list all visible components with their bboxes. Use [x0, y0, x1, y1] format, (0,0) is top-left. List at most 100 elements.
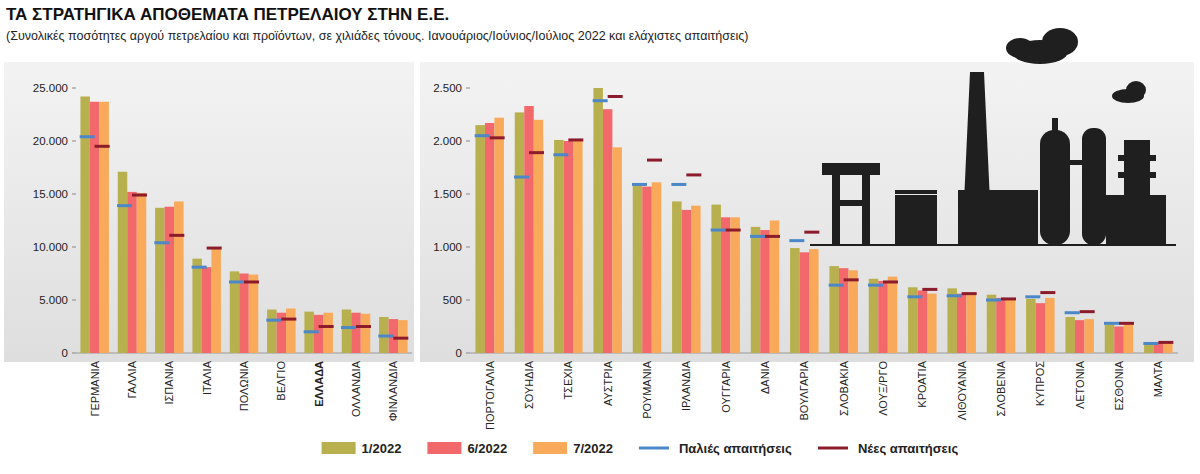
requirement-marker — [947, 294, 962, 297]
panel-background — [4, 62, 414, 362]
bar — [888, 277, 898, 353]
category-label: ΛΟΥΞ/ΡΓΟ — [877, 361, 889, 416]
bar — [351, 313, 361, 353]
category-label: ΚΥΠΡΟΣ — [1034, 361, 1046, 407]
legend-label: Παλιές απαιτήσεις — [679, 441, 792, 456]
category-label: ΡΟΥΜΑΝΙΑ — [641, 360, 653, 418]
bar — [80, 96, 90, 353]
y-tick-label: 10.000 — [33, 241, 68, 253]
bar — [192, 259, 202, 353]
category-label: ΙΣΠΑΝΙΑ — [163, 360, 175, 404]
y-tick — [72, 88, 76, 89]
y-tick — [72, 247, 76, 248]
y-tick — [72, 300, 76, 301]
category-label: ΣΛΟΒΕΝΙΑ — [995, 360, 1007, 416]
category-label: ΣΛΟΒΑΚΙΑ — [838, 360, 850, 416]
y-tick-label: 2.500 — [433, 82, 462, 94]
structure — [840, 200, 862, 206]
requirement-marker — [304, 330, 319, 333]
bar — [652, 182, 662, 353]
requirement-marker — [647, 159, 662, 162]
bar — [573, 140, 583, 353]
requirement-marker — [229, 280, 244, 283]
tower — [1040, 130, 1070, 245]
requirement-marker — [281, 318, 296, 321]
bar — [711, 205, 721, 353]
requirement-marker — [319, 325, 334, 328]
y-tick-label: 15.000 — [33, 188, 68, 200]
y-tick — [72, 194, 76, 195]
requirement-marker — [80, 135, 95, 138]
bar — [947, 288, 957, 353]
category-label: ΚΡΟΑΤΙΑ — [916, 360, 928, 407]
requirement-marker — [844, 278, 859, 281]
bar — [809, 249, 819, 353]
category-label: ΛΕΤΟΝΙΑ — [1074, 360, 1086, 409]
requirement-marker — [593, 99, 608, 102]
bar — [249, 275, 259, 353]
y-tick — [466, 353, 470, 354]
requirement-marker — [356, 325, 371, 328]
legend-swatch — [322, 442, 356, 454]
requirement-marker — [726, 229, 741, 232]
bar — [323, 313, 333, 353]
pipe — [1070, 160, 1082, 165]
tower — [1052, 118, 1058, 132]
category-label: ΠΟΡΤΟΓΑΛΙΑ — [484, 360, 496, 430]
legend-label: 6/2022 — [467, 441, 507, 456]
bar — [996, 298, 1006, 353]
bar — [957, 294, 967, 353]
y-tick-label: 1.500 — [433, 188, 462, 200]
category-label: ΓΑΛΛΙΑ — [126, 360, 138, 398]
legend-label: 1/2022 — [362, 441, 402, 456]
legend-swatch — [427, 442, 461, 454]
requirement-marker — [1065, 311, 1080, 314]
bar — [239, 274, 249, 354]
category-label: ΕΣΘΟΝΙΑ — [1113, 360, 1125, 410]
ground — [810, 244, 1176, 246]
structure — [895, 190, 937, 194]
legend-label: 7/2022 — [573, 441, 613, 456]
requirement-marker — [244, 280, 259, 283]
category-label: ΕΛΛΑΔΑ — [313, 361, 325, 407]
bar — [672, 201, 682, 353]
category-label: ΜΑΛΤΑ — [1152, 360, 1164, 397]
title: ΤΑ ΣΤΡΑΤΗΓΙΚΑ ΑΠΟΘΕΜΑΤΑ ΠΕΤΡΕΛΑΙΟΥ ΣΤΗΝ … — [6, 5, 449, 24]
bar — [99, 102, 109, 353]
bar — [966, 293, 976, 353]
bar — [1065, 317, 1075, 353]
chart-root: ΤΑ ΣΤΡΑΤΗΓΙΚΑ ΑΠΟΘΕΜΑΤΑ ΠΕΤΡΕΛΑΙΟΥ ΣΤΗΝ … — [0, 0, 1200, 474]
bar — [790, 248, 800, 353]
bar — [691, 206, 701, 353]
bar — [878, 281, 888, 353]
structure — [832, 175, 840, 245]
factory-icon — [810, 28, 1176, 246]
requirement-marker — [986, 299, 1001, 302]
bar — [174, 201, 184, 353]
subtitle: (Συνολικές ποσότητες αργού πετρελαίου κα… — [6, 29, 748, 43]
bar — [751, 227, 761, 353]
bar — [800, 252, 810, 353]
category-label: ΤΣΕΧΙΑ — [562, 360, 574, 399]
bar — [1036, 303, 1046, 353]
bar — [267, 310, 277, 353]
bar — [534, 120, 544, 353]
requirement-marker — [207, 247, 222, 250]
requirement-marker — [1040, 291, 1055, 294]
bar — [612, 147, 622, 353]
y-tick-label: 20.000 — [33, 135, 68, 147]
category-label: ΠΟΛΩΝΙΑ — [238, 360, 250, 411]
bar — [398, 320, 408, 353]
requirement-marker — [922, 288, 937, 291]
bar — [118, 172, 128, 353]
structure — [862, 175, 870, 245]
y-tick — [466, 88, 470, 89]
category-label: ΙΡΛΑΝΔΙΑ — [680, 360, 692, 411]
y-tick — [72, 353, 76, 354]
tower — [1082, 128, 1106, 245]
category-label: ΙΤΑΛΙΑ — [201, 360, 213, 395]
bar — [137, 193, 147, 353]
panel-background — [420, 62, 1194, 362]
bar — [730, 217, 740, 353]
bar — [286, 308, 296, 353]
